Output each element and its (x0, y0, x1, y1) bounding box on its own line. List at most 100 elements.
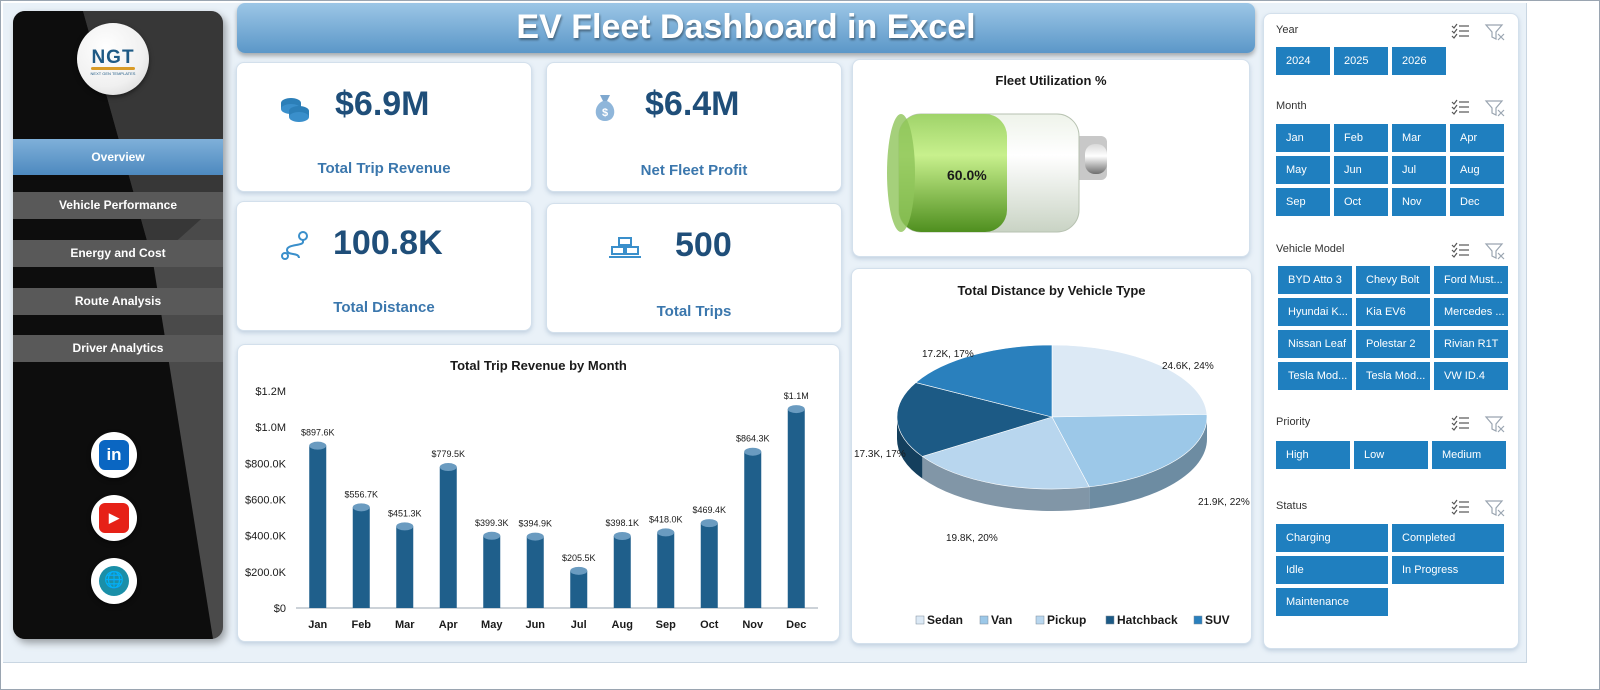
slicer-option-month[interactable]: Dec (1450, 188, 1504, 216)
clear-filter-icon[interactable] (1484, 416, 1505, 433)
clear-filter-icon[interactable] (1484, 100, 1505, 117)
slicer-title-status: Status (1276, 500, 1308, 512)
slicer-option-month[interactable]: May (1276, 156, 1330, 184)
legend-swatch (1035, 615, 1045, 625)
slicer-option-month[interactable]: Jan (1276, 124, 1330, 152)
page-title: EV Fleet Dashboard in Excel (516, 8, 976, 46)
slicer-option-month[interactable]: Jul (1392, 156, 1446, 184)
slicer-option-month[interactable]: Nov (1392, 188, 1446, 216)
revenue-bar (352, 507, 370, 608)
slicer-option-model[interactable]: Chevy Bolt (1356, 266, 1430, 294)
utilization-title: Fleet Utilization % (995, 73, 1107, 88)
legend-label: Hatchback (1117, 613, 1178, 627)
bar-data-label: $398.1K (605, 518, 639, 528)
slicer-option-month[interactable]: Aug (1450, 156, 1504, 184)
nav-route-analysis[interactable]: Route Analysis (13, 288, 223, 315)
slicer-option-status[interactable]: Completed (1392, 524, 1504, 552)
fleet-utilization-card: Fleet Utilization % (852, 59, 1250, 257)
slicer-option-priority[interactable]: High (1276, 441, 1350, 469)
pie-slice-side (1089, 417, 1207, 509)
nav-overview[interactable]: Overview (13, 139, 223, 175)
slicer-option-model[interactable]: Rivian R1T (1434, 330, 1508, 358)
bar-data-label: $469.4K (692, 505, 726, 515)
slicer-option-model[interactable]: Kia EV6 (1356, 298, 1430, 326)
multi-select-icon[interactable] (1451, 242, 1469, 258)
pie-slice (1051, 344, 1208, 418)
clear-filter-icon[interactable] (1484, 243, 1505, 260)
legend-swatch (915, 615, 925, 625)
revenue-bar (657, 532, 675, 608)
x-tick-label: Dec (786, 619, 806, 631)
x-tick-label: Mar (395, 619, 415, 631)
slicer-option-month[interactable]: Oct (1334, 188, 1388, 216)
slicer-option-priority[interactable]: Medium (1432, 441, 1506, 469)
slicer-option-priority[interactable]: Low (1354, 441, 1428, 469)
slicer-option-model[interactable]: Mercedes ... (1434, 298, 1508, 326)
slicer-option-model[interactable]: Tesla Mod... (1356, 362, 1430, 390)
slicer-option-month[interactable]: Sep (1276, 188, 1330, 216)
kpi-card-revenue: $6.9M Total Trip Revenue (236, 62, 532, 192)
coins-icon (281, 98, 309, 122)
slicer-option-model[interactable]: Nissan Leaf (1278, 330, 1352, 358)
legend-label: SUV (1205, 613, 1230, 627)
legend-label: Van (991, 613, 1012, 627)
slicer-option-model[interactable]: Ford Must... (1434, 266, 1508, 294)
revenue-by-month-card: Total Trip Revenue by Month $0 $200.0K $40… (237, 344, 840, 642)
nav-driver-analytics[interactable]: Driver Analytics (13, 335, 223, 362)
slicer-option-year[interactable]: 2024 (1276, 47, 1330, 75)
slicer-option-model[interactable]: BYD Atto 3 (1278, 266, 1352, 294)
nav-vehicle-performance[interactable]: Vehicle Performance (13, 192, 223, 219)
revenue-bar (483, 535, 501, 608)
kpi-card-distance: 100.8K Total Distance (236, 201, 532, 331)
bar-top-cap (570, 566, 588, 575)
legend-label: Pickup (1047, 613, 1086, 627)
slicer-option-month[interactable]: Apr (1450, 124, 1504, 152)
slicer-option-month[interactable]: Jun (1334, 156, 1388, 184)
sidebar: NGT NEXT GEN TEMPLATES Overview Vehicle … (13, 11, 223, 639)
pie-slice-side (897, 417, 923, 479)
revenue-bar (439, 467, 457, 608)
bar-top-cap (483, 531, 501, 540)
bar-top-cap (396, 522, 414, 531)
kpi-card-profit: $ $6.4M Net Fleet Profit (546, 62, 842, 192)
clear-filter-icon[interactable] (1484, 24, 1505, 41)
multi-select-icon[interactable] (1451, 99, 1469, 115)
slicer-option-status[interactable]: Charging (1276, 524, 1388, 552)
slicer-option-status[interactable]: In Progress (1392, 556, 1504, 584)
kpi-value-trips: 500 (675, 226, 732, 264)
slicer-option-model[interactable]: VW ID.4 (1434, 362, 1508, 390)
battery-fill (899, 114, 1007, 232)
slicer-option-month[interactable]: Feb (1334, 124, 1388, 152)
slicer-option-year[interactable]: 2025 (1334, 47, 1388, 75)
bar-data-label: $556.7K (344, 489, 378, 499)
multi-select-icon[interactable] (1451, 415, 1469, 431)
slicer-option-model[interactable]: Polestar 2 (1356, 330, 1430, 358)
slicer-toolbar (1451, 499, 1505, 517)
multi-select-icon[interactable] (1451, 23, 1469, 39)
website-button[interactable]: 🌐 (91, 558, 137, 604)
linkedin-icon: in (99, 440, 129, 470)
distance-pie-chart: 24.6K, 24% 21.9K, 22% 19.8K, 20% 17.3K, 17%… (854, 344, 1250, 627)
slicer-option-year[interactable]: 2026 (1392, 47, 1446, 75)
multi-select-icon[interactable] (1451, 499, 1469, 515)
bar-top-cap (744, 447, 762, 456)
pie-slice (896, 382, 1054, 457)
revenue-bar (613, 536, 631, 608)
slicer-option-model[interactable]: Tesla Mod... (1278, 362, 1352, 390)
bar-top-cap (439, 463, 457, 472)
slicer-option-status[interactable]: Idle (1276, 556, 1388, 584)
slicer-option-month[interactable]: Mar (1392, 124, 1446, 152)
slicer-option-model[interactable]: Hyundai K... (1278, 298, 1352, 326)
youtube-button[interactable]: ▶ (91, 495, 137, 541)
y-tick-label: $1.2M (255, 386, 286, 398)
legend-swatch (1193, 615, 1203, 625)
x-tick-label: Aug (612, 619, 633, 631)
dashboard-header: EV Fleet Dashboard in Excel (237, 3, 1255, 53)
bar-top-cap (526, 532, 544, 541)
x-tick-label: Jan (308, 619, 327, 631)
slicer-option-status[interactable]: Maintenance (1276, 588, 1388, 616)
clear-filter-icon[interactable] (1484, 500, 1505, 517)
linkedin-button[interactable]: in (91, 432, 137, 478)
nav-energy-and-cost[interactable]: Energy and Cost (13, 240, 223, 267)
slicer-toolbar (1451, 415, 1505, 433)
